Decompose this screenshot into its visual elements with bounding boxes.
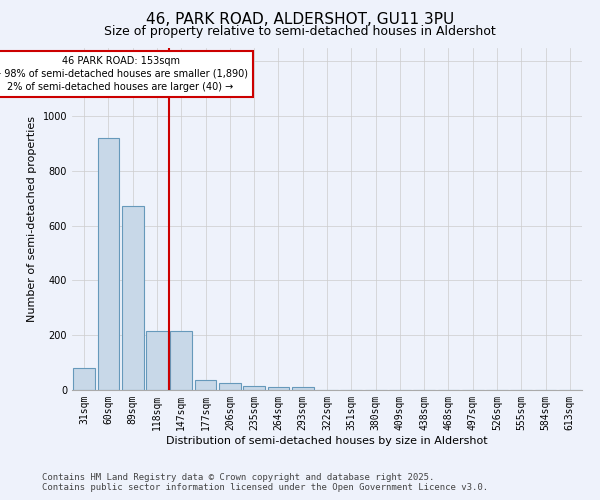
Bar bbox=[73, 368, 95, 390]
Y-axis label: Number of semi-detached properties: Number of semi-detached properties bbox=[27, 116, 37, 322]
Bar bbox=[146, 331, 168, 390]
Bar bbox=[170, 331, 192, 390]
Bar bbox=[194, 380, 217, 390]
Text: Size of property relative to semi-detached houses in Aldershot: Size of property relative to semi-detach… bbox=[104, 25, 496, 38]
Text: Contains HM Land Registry data © Crown copyright and database right 2025.
Contai: Contains HM Land Registry data © Crown c… bbox=[42, 473, 488, 492]
Bar bbox=[243, 386, 265, 390]
Bar bbox=[122, 206, 143, 390]
Bar bbox=[97, 138, 119, 390]
Bar bbox=[292, 388, 314, 390]
Text: 46 PARK ROAD: 153sqm
← 98% of semi-detached houses are smaller (1,890)
2% of sem: 46 PARK ROAD: 153sqm ← 98% of semi-detac… bbox=[0, 56, 248, 92]
Bar bbox=[268, 388, 289, 390]
X-axis label: Distribution of semi-detached houses by size in Aldershot: Distribution of semi-detached houses by … bbox=[166, 436, 488, 446]
Text: 46, PARK ROAD, ALDERSHOT, GU11 3PU: 46, PARK ROAD, ALDERSHOT, GU11 3PU bbox=[146, 12, 454, 28]
Bar bbox=[219, 383, 241, 390]
